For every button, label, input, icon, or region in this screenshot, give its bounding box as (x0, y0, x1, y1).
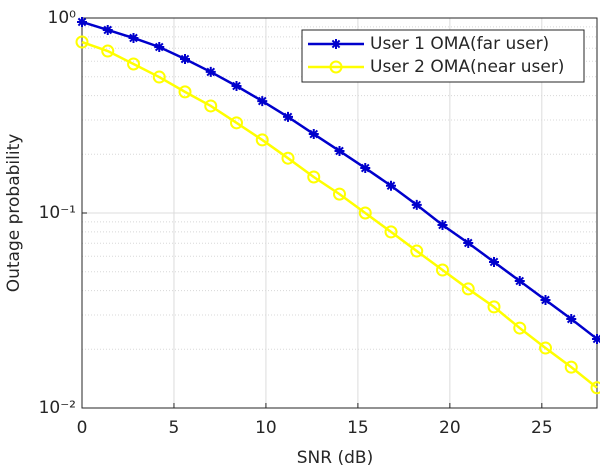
point (514, 276, 525, 287)
point (255, 133, 269, 147)
point (75, 35, 89, 49)
y-tick-label: 10⁻¹ (39, 203, 76, 223)
point (564, 360, 578, 374)
point (410, 244, 424, 258)
point (437, 219, 448, 230)
y-tick-label: 10⁰ (48, 8, 77, 28)
point (513, 321, 527, 335)
point (102, 24, 113, 35)
point (358, 206, 372, 220)
legend-box (301, 29, 585, 83)
x-tick-label: 10 (255, 418, 277, 438)
point (230, 116, 243, 130)
point (386, 180, 396, 191)
legend: User 1 OMA(far user) User 2 OMA(near user… (301, 29, 585, 83)
point (590, 381, 600, 395)
point (540, 294, 551, 305)
point (152, 70, 166, 84)
point (566, 314, 577, 325)
series-line (81, 40, 598, 389)
x-tick-label: 20 (439, 418, 461, 438)
point (592, 333, 600, 344)
point (178, 85, 192, 99)
x-tick-label: 5 (169, 418, 180, 438)
point (77, 16, 87, 27)
point (128, 32, 139, 43)
legend-marker (331, 39, 341, 49)
legend-label: User 1 OMA(far user) (370, 34, 549, 54)
point (436, 263, 449, 277)
point (539, 341, 552, 355)
point (308, 129, 319, 140)
point (281, 151, 295, 165)
point (127, 57, 140, 71)
point (334, 145, 345, 156)
point (204, 99, 218, 113)
x-tick-label: 25 (531, 418, 553, 438)
point (489, 256, 499, 267)
point (333, 187, 346, 201)
point (384, 225, 398, 239)
point (101, 44, 115, 58)
point (411, 199, 422, 210)
point (283, 111, 293, 122)
legend-marker (329, 60, 343, 74)
y-axis-label: Outage probability (4, 134, 24, 293)
point (154, 42, 165, 53)
x-tick-label: 0 (77, 418, 88, 438)
x-axis-label: SNR (dB) (297, 448, 373, 468)
point (360, 163, 371, 174)
point (463, 237, 474, 248)
legend-label: User 2 OMA(near user) (370, 57, 564, 77)
x-tick-label: 15 (347, 418, 369, 438)
y-tick-label: 10⁻² (39, 398, 76, 418)
point (461, 282, 475, 296)
point (231, 81, 242, 92)
point (307, 170, 321, 184)
plot-frame (81, 17, 598, 409)
point (487, 300, 501, 314)
point (205, 66, 216, 77)
point (180, 54, 190, 65)
point (257, 96, 268, 107)
